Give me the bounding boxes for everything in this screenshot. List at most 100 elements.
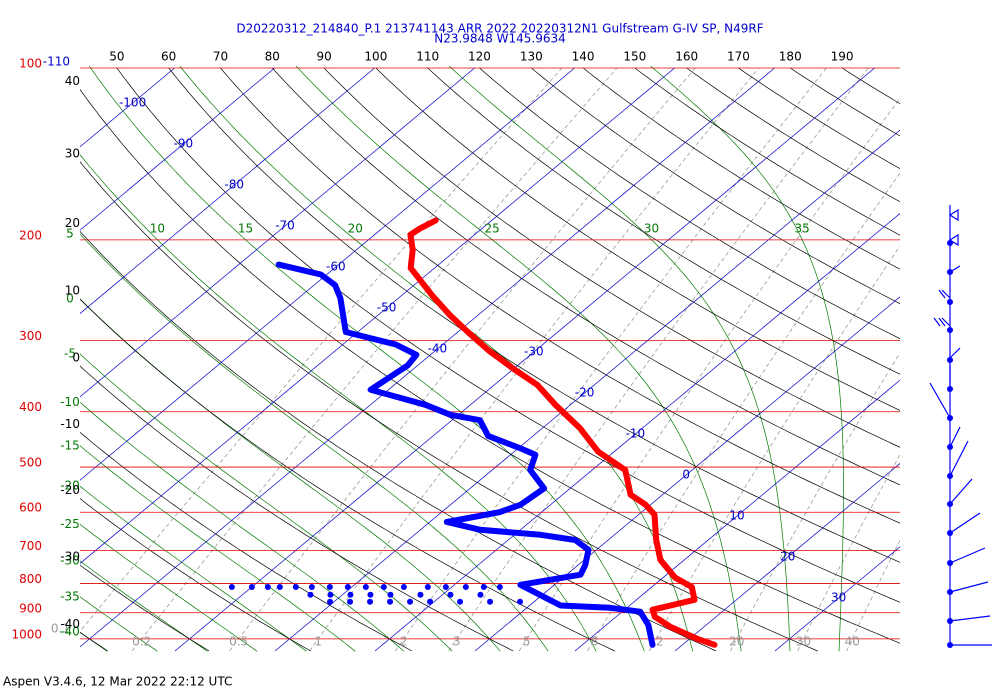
- profile-point: [442, 583, 449, 590]
- moist-adiabat: [80, 485, 307, 652]
- dry-adiabat-label: 180: [779, 50, 802, 64]
- mixing-ratio-label: 1: [314, 634, 322, 648]
- isotherm-label: -40: [428, 342, 448, 356]
- profile-point: [327, 598, 334, 605]
- moist-adiabat: [89, 66, 645, 652]
- isotherm-label: -110: [43, 55, 70, 69]
- moist-adiabat: [650, 66, 844, 652]
- moist-adiabat-label: -20: [60, 479, 80, 493]
- moist-adiabat-label: -25: [60, 517, 80, 531]
- mixing-ratio-line: [846, 539, 900, 652]
- dry-adiabat-label: 80: [265, 50, 280, 64]
- isotherm-label: -80: [224, 178, 244, 192]
- profile-point: [327, 591, 334, 598]
- profile-line: [407, 217, 718, 648]
- isotherm-label: -10: [626, 427, 646, 441]
- pressure-label: 900: [19, 601, 42, 615]
- pressure-label: 800: [19, 572, 42, 586]
- pressure-label: 1000: [11, 627, 42, 641]
- dry-adiabat-label: -10: [60, 417, 80, 431]
- profile-point: [457, 598, 464, 605]
- dry-adiabat-label: 150: [623, 50, 646, 64]
- mixing-ratio-label: 0.1: [51, 621, 70, 635]
- profile-point: [347, 598, 354, 605]
- moist-adiabat-label: -10: [60, 395, 80, 409]
- pressure-label: 100: [19, 57, 42, 71]
- dry-adiabat: [375, 67, 900, 411]
- moist-adiabat: [80, 631, 108, 652]
- dry-adiabat-label: 120: [468, 50, 491, 64]
- moist-adiabat-label: 30: [644, 221, 659, 235]
- footer: Aspen V3.4.6, 12 Mar 2022 22:12 UTC: [3, 675, 232, 689]
- isotherm-label: -50: [377, 301, 397, 315]
- mixing-ratio-label: 40: [845, 634, 860, 648]
- moist-adiabat-label: 5: [66, 227, 74, 241]
- mixing-ratio-label: 3: [453, 634, 461, 648]
- isotherm-label: -70: [275, 219, 295, 233]
- mixing-ratio-line: [648, 245, 900, 652]
- profile-point: [387, 591, 394, 598]
- dry-adiabat-label: 110: [416, 50, 439, 64]
- profile-point: [477, 591, 484, 598]
- dry-adiabat-label: -20: [60, 483, 80, 497]
- profile-point: [447, 591, 454, 598]
- dry-adiabat-label: 160: [675, 50, 698, 64]
- wind-barbs: [929, 205, 992, 648]
- moist-adiabat-label: 35: [795, 221, 810, 235]
- dry-adiabat-label: 140: [572, 50, 595, 64]
- pressure-label: 600: [19, 501, 42, 515]
- profile-point: [276, 583, 283, 590]
- dry-adiabat-label: 90: [316, 50, 331, 64]
- dry-adiabat-label: 20: [65, 216, 80, 230]
- moist-adiabat-label: 0: [66, 291, 74, 305]
- trace-group: [228, 217, 718, 648]
- dry-adiabat: [531, 67, 900, 305]
- isotherm-label: 20: [780, 550, 795, 564]
- isotherm-label: -30: [524, 345, 544, 359]
- pressure-label: 200: [19, 228, 42, 242]
- isotherm: [80, 67, 475, 398]
- moist-adiabat: [80, 401, 405, 652]
- profile-point: [387, 598, 394, 605]
- dry-adiabat: [80, 564, 210, 652]
- mixing-ratio-label: 2: [400, 634, 408, 648]
- isotherm-label: -20: [575, 386, 595, 400]
- profile-point: [424, 583, 431, 590]
- dry-adiabat: [841, 67, 900, 105]
- mixing-ratio-label: 0.5: [229, 634, 248, 648]
- profile-point: [417, 591, 424, 598]
- dry-adiabat-label: -30: [60, 550, 80, 564]
- mixing-ratio-line: [309, 67, 760, 652]
- dry-adiabat: [427, 67, 900, 375]
- isotherm-label: -100: [119, 96, 146, 110]
- dry-adiabat-label: 170: [727, 50, 750, 64]
- profile-point: [367, 598, 374, 605]
- dry-adiabat: [220, 67, 900, 524]
- mixing-ratio-line: [448, 67, 869, 652]
- dry-adiabat: [80, 230, 717, 652]
- isotherm-label: 0: [682, 468, 690, 482]
- mixing-ratio-line: [730, 352, 900, 652]
- pressure-label: 400: [19, 400, 42, 414]
- mixing-ratio-label: 20: [729, 634, 744, 648]
- mixing-ratio-line: [587, 172, 900, 652]
- isotherm: [174, 67, 875, 652]
- moist-adiabat: [179, 66, 694, 652]
- moist-adiabat-label: 15: [238, 221, 253, 235]
- moist-adiabat-label: 25: [485, 221, 500, 235]
- profile-point: [496, 583, 503, 590]
- isotherm: [574, 379, 900, 652]
- isotherm-label: 10: [729, 509, 744, 523]
- moist-adiabat: [295, 66, 742, 652]
- dry-adiabat-label: -40: [60, 617, 80, 631]
- grid-group: [80, 66, 900, 652]
- isotherm: [80, 67, 375, 314]
- isotherm: [674, 463, 900, 652]
- mixing-ratio-line: [395, 67, 827, 652]
- dry-adiabat-label: 70: [213, 50, 228, 64]
- isotherm: [80, 67, 775, 648]
- moist-adiabat: [80, 233, 549, 652]
- profile-point: [517, 598, 524, 605]
- moist-adiabat-label: 10: [150, 221, 165, 235]
- mixing-ratio-label: 30: [796, 634, 811, 648]
